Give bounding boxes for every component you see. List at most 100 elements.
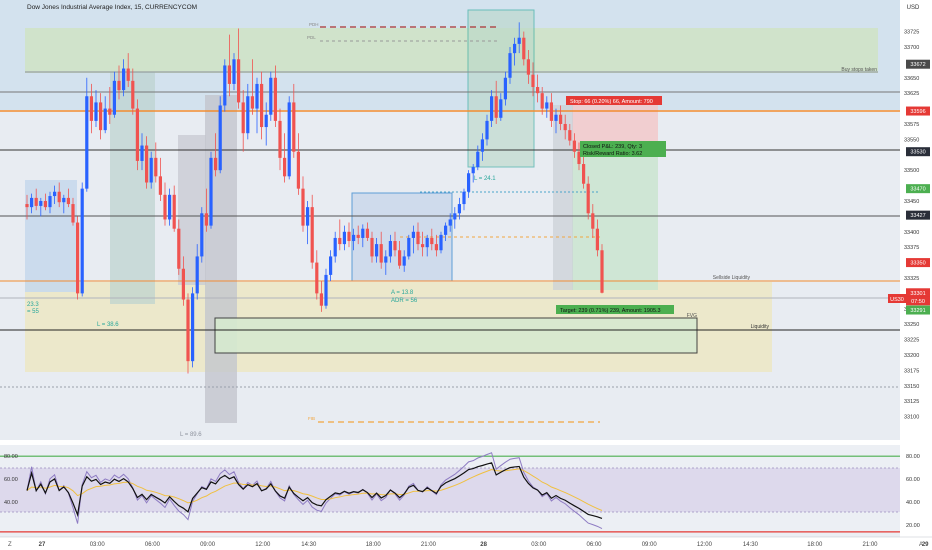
candle-body [499, 99, 503, 118]
currency-label: USD [907, 5, 920, 11]
rsi-tick-label: 20.00 [906, 523, 920, 529]
price-tag-label: 33291 [910, 308, 925, 314]
candle-body [301, 188, 305, 226]
candle-body [531, 74, 535, 88]
x-tick-label: 21:00 [862, 542, 878, 548]
timezone-icon[interactable]: Z [8, 542, 12, 548]
stop-badge [566, 96, 662, 105]
chart-title: Dow Jones Industrial Average Index, 15, … [27, 4, 197, 11]
candle-body [53, 191, 57, 197]
x-tick-label: 12:00 [697, 542, 713, 548]
price-tag [906, 147, 930, 157]
candle-body [370, 237, 374, 257]
x-tick-label: 14:30 [743, 542, 759, 548]
candle-body [186, 299, 190, 362]
candle-body [365, 228, 369, 238]
y-tick-label: 33500 [904, 168, 919, 174]
price-tag-label: 07:50 [911, 299, 925, 305]
candle-body [85, 96, 89, 189]
candle-body [255, 83, 259, 109]
candle-body [430, 237, 434, 245]
rsi-ticks: 80.00 60.00 40.00 20.00 [906, 454, 920, 529]
candle-body [149, 157, 153, 183]
l1-label: L = 38.6 [97, 322, 119, 328]
candle-body [117, 80, 121, 91]
candle-body [112, 80, 116, 115]
price-tag [906, 106, 930, 116]
candle-body [34, 197, 38, 206]
rsi-axis-bg [900, 445, 932, 537]
candle-body [158, 176, 162, 195]
y-tick-label: 33125 [904, 399, 919, 405]
candle-body [163, 194, 167, 220]
price-tag [906, 210, 930, 220]
auto-scale-button[interactable]: A [919, 542, 923, 548]
session-box-2 [178, 135, 206, 285]
candle-body [586, 183, 590, 214]
price-tag [906, 59, 930, 69]
candle-body [494, 96, 498, 118]
candle-body [490, 96, 494, 121]
rsi-band [0, 468, 900, 512]
candle-body [425, 237, 429, 248]
candle-body [457, 204, 461, 214]
candle-body [342, 231, 346, 245]
candle-body [227, 65, 231, 84]
candle-body [122, 68, 126, 91]
rsi-fast-line [26, 452, 603, 530]
price-tag [906, 296, 930, 306]
candle-body [329, 256, 333, 275]
candle-body [595, 228, 599, 251]
price-tag [906, 288, 930, 298]
candle-body [177, 228, 181, 269]
candle-body [66, 197, 70, 205]
candle-body [324, 274, 328, 306]
candle-body [421, 244, 425, 248]
candle-body [168, 194, 172, 220]
candle-body [62, 197, 66, 203]
y-tick-label: 33225 [904, 338, 919, 344]
candle-body [503, 77, 507, 100]
target-zone [572, 150, 658, 290]
candle-body [287, 102, 291, 177]
candle-body [411, 231, 415, 238]
candle-body [57, 191, 61, 203]
price-axis[interactable]: USD 337253370033650336253357533550335003… [888, 0, 932, 440]
candle-body [480, 139, 484, 152]
rsi-tick-label: 60.00 [906, 477, 920, 483]
candle-body [549, 102, 553, 121]
candle-body [237, 59, 241, 103]
closed-label: Closed P&L: 239, Qty: 3 [583, 144, 642, 150]
price-tag [906, 305, 930, 315]
candle-body [39, 200, 43, 206]
candle-body [600, 250, 604, 293]
candle-body [388, 241, 392, 257]
candle-body [145, 145, 149, 183]
candle-body [154, 157, 158, 177]
time-axis-bg [0, 537, 932, 550]
candle-body [379, 244, 383, 263]
candle-body [172, 194, 176, 229]
candle-body [131, 80, 135, 109]
candle-body [140, 145, 144, 161]
candle-body [434, 244, 438, 251]
candle-body [30, 197, 34, 208]
candle-body [273, 77, 277, 121]
buy-stops-label: Buy stops taken [841, 67, 877, 73]
l2-label: L = 24.1 [474, 176, 496, 182]
y-tick-label: 33625 [904, 91, 919, 97]
candle-body [250, 96, 254, 109]
left-top-label: 23.3 [27, 302, 39, 308]
time-axis[interactable]: Z 27 03:00 06:00 09:00 12:00 14:30 18:00 21:00 2… [0, 536, 932, 550]
price-tag [906, 258, 930, 268]
sellside-label: Sellside Liquidity [713, 275, 751, 281]
y-tick-label: 33325 [904, 276, 919, 282]
candle-body [407, 237, 411, 257]
candle-body [384, 256, 388, 263]
x-tick-label: 27 [39, 542, 46, 548]
candle-body [264, 114, 268, 128]
zones [25, 9, 878, 423]
candle-body [181, 268, 185, 300]
x-tick-label: 28 [480, 542, 487, 548]
